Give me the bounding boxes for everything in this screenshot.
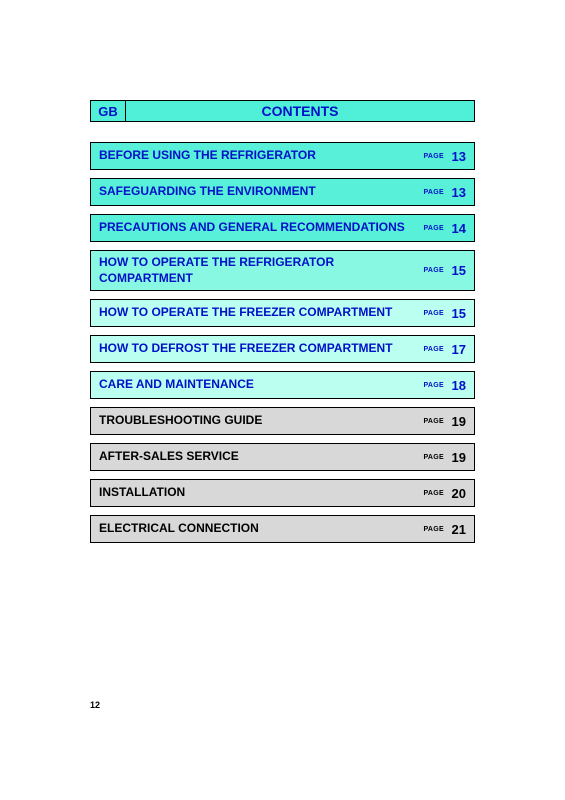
language-code-box: GB	[90, 100, 126, 122]
toc-page-label: PAGE	[423, 490, 444, 497]
contents-title-box: CONTENTS	[126, 100, 475, 122]
toc-row: ELECTRICAL CONNECTIONPAGE 21	[90, 515, 475, 543]
toc-page-number: 21	[448, 522, 466, 537]
footer-page-number: 12	[90, 700, 100, 710]
toc-row: AFTER-SALES SERVICEPAGE 19	[90, 443, 475, 471]
toc-page-label: PAGE	[423, 225, 444, 232]
toc-title: PRECAUTIONS AND GENERAL RECOMMENDATIONS	[99, 220, 423, 236]
toc-page-label: PAGE	[423, 310, 444, 317]
toc-page-number: 20	[448, 486, 466, 501]
toc-row: HOW TO DEFROST THE FREEZER COMPARTMENTPA…	[90, 335, 475, 363]
toc-page-label: PAGE	[423, 418, 444, 425]
toc-title: BEFORE USING THE REFRIGERATOR	[99, 148, 423, 164]
toc-title: HOW TO OPERATE THE FREEZER COMPARTMENT	[99, 305, 423, 321]
toc-page-number: 17	[448, 342, 466, 357]
toc-page-number: 15	[448, 306, 466, 321]
header-row: GB CONTENTS	[90, 100, 475, 122]
toc-row: CARE AND MAINTENANCEPAGE 18	[90, 371, 475, 399]
toc-title: CARE AND MAINTENANCE	[99, 377, 423, 393]
toc-page-label: PAGE	[423, 454, 444, 461]
toc-page-label: PAGE	[423, 267, 444, 274]
toc-row: HOW TO OPERATE THE FREEZER COMPARTMENTPA…	[90, 299, 475, 327]
toc-page-number: 13	[448, 149, 466, 164]
toc-title: HOW TO DEFROST THE FREEZER COMPARTMENT	[99, 341, 423, 357]
toc-row: HOW TO OPERATE THE REFRIGERATOR COMPARTM…	[90, 250, 475, 291]
toc-title: TROUBLESHOOTING GUIDE	[99, 413, 423, 429]
toc-list: BEFORE USING THE REFRIGERATORPAGE13SAFEG…	[90, 142, 475, 543]
toc-title: HOW TO OPERATE THE REFRIGERATOR COMPARTM…	[99, 255, 423, 286]
toc-page-number: 13	[448, 185, 466, 200]
toc-row: BEFORE USING THE REFRIGERATORPAGE 13	[90, 142, 475, 170]
toc-page-number: 19	[448, 450, 466, 465]
toc-title: SAFEGUARDING THE ENVIRONMENT	[99, 184, 423, 200]
toc-title: INSTALLATION	[99, 485, 423, 501]
toc-page-number: 14	[448, 221, 466, 236]
toc-page-label: PAGE	[423, 382, 444, 389]
toc-row: PRECAUTIONS AND GENERAL RECOMMENDATIONSP…	[90, 214, 475, 242]
toc-row: TROUBLESHOOTING GUIDEPAGE 19	[90, 407, 475, 435]
toc-page-number: 19	[448, 414, 466, 429]
toc-row: SAFEGUARDING THE ENVIRONMENTPAGE 13	[90, 178, 475, 206]
toc-page-label: PAGE	[423, 189, 444, 196]
toc-row: INSTALLATIONPAGE 20	[90, 479, 475, 507]
toc-title: AFTER-SALES SERVICE	[99, 449, 423, 465]
toc-page-label: PAGE	[423, 526, 444, 533]
toc-page-number: 15	[448, 263, 466, 278]
toc-page-label: PAGE	[423, 153, 444, 160]
toc-title: ELECTRICAL CONNECTION	[99, 521, 423, 537]
contents-page: GB CONTENTS BEFORE USING THE REFRIGERATO…	[0, 0, 565, 543]
toc-page-number: 18	[448, 378, 466, 393]
toc-page-label: PAGE	[423, 346, 444, 353]
